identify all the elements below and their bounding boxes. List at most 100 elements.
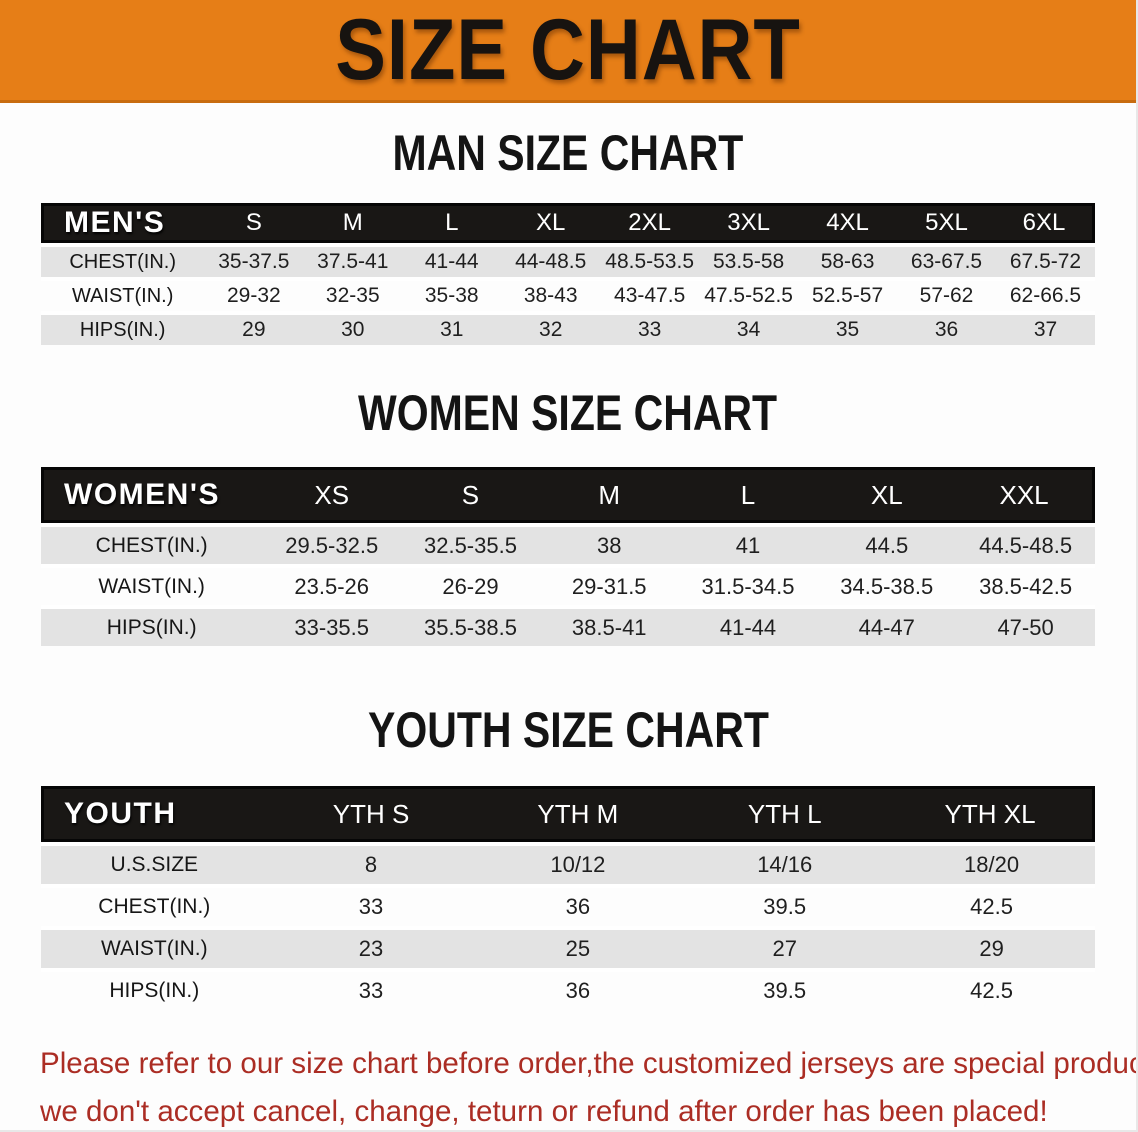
size-column-header: L	[402, 203, 502, 243]
measurement-row-label: HIPS(IN.)	[41, 968, 268, 1010]
size-value-cell: 38.5-41	[539, 605, 679, 646]
size-column-header: 3XL	[699, 203, 799, 243]
men-size-section: MAN SIZE CHART MEN'S S M L XL 2XL 3XL 4XL 5XL 6XL…	[0, 127, 1136, 345]
measurement-row-label: CHEST(IN.)	[41, 523, 263, 564]
size-column-header: S	[401, 467, 540, 523]
size-value-cell: 47.5-52.5	[699, 277, 799, 311]
size-column-header: XS	[262, 467, 402, 523]
table-row: WAIST(IN.) 23 25 27 29	[41, 926, 1095, 968]
size-value-cell: 44-48.5	[501, 243, 601, 277]
size-value-cell: 29	[888, 926, 1095, 968]
measurement-row-label: WAIST(IN.)	[41, 926, 268, 968]
size-value-cell: 52.5-57	[798, 277, 898, 311]
size-column-header: M	[303, 203, 403, 243]
table-header-row: YOUTH YTH S YTH M YTH L YTH XL	[41, 786, 1095, 842]
size-value-cell: 57-62	[897, 277, 996, 311]
size-value-cell: 32.5-35.5	[401, 523, 540, 564]
measurement-row-label: WAIST(IN.)	[41, 277, 205, 311]
size-value-cell: 23	[267, 926, 475, 968]
size-value-cell: 30	[303, 311, 403, 345]
size-column-header: 6XL	[995, 203, 1095, 243]
size-value-cell: 41-44	[402, 243, 502, 277]
size-value-cell: 14/16	[681, 842, 889, 884]
size-column-header: YTH S	[267, 786, 475, 842]
size-value-cell: 10/12	[474, 842, 682, 884]
size-value-cell: 41-44	[678, 605, 818, 646]
size-column-header: 2XL	[600, 203, 700, 243]
size-value-cell: 53.5-58	[699, 243, 799, 277]
size-value-cell: 34.5-38.5	[817, 564, 957, 605]
size-column-header: 4XL	[798, 203, 898, 243]
size-value-cell: 32-35	[303, 277, 403, 311]
table-row: HIPS(IN.) 29 30 31 32 33 34 35 36 37	[41, 311, 1095, 345]
measurement-row-label: CHEST(IN.)	[41, 884, 268, 926]
size-value-cell: 29	[204, 311, 304, 345]
size-value-cell: 33	[600, 311, 700, 345]
size-value-cell: 38	[539, 523, 679, 564]
table-row: WAIST(IN.) 23.5-26 26-29 29-31.5 31.5-34.5 34…	[41, 564, 1095, 605]
size-value-cell: 29.5-32.5	[262, 523, 402, 564]
size-column-header: YTH L	[681, 786, 889, 842]
banner: SIZE CHART	[0, 0, 1136, 103]
table-corner-label: YOUTH	[41, 786, 268, 842]
size-value-cell: 37	[995, 311, 1095, 345]
size-column-header: YTH M	[474, 786, 682, 842]
size-value-cell: 35-37.5	[204, 243, 304, 277]
size-value-cell: 33-35.5	[262, 605, 402, 646]
table-header-row: WOMEN'S XS S M L XL XXL	[41, 467, 1095, 523]
size-value-cell: 27	[681, 926, 889, 968]
size-value-cell: 35-38	[402, 277, 502, 311]
size-column-header: YTH XL	[888, 786, 1095, 842]
size-value-cell: 38.5-42.5	[956, 564, 1095, 605]
measurement-row-label: HIPS(IN.)	[41, 311, 205, 345]
size-value-cell: 36	[474, 968, 682, 1010]
size-value-cell: 33	[267, 968, 475, 1010]
men-size-table: MEN'S S M L XL 2XL 3XL 4XL 5XL 6XL CHEST(IN.) 35-3…	[41, 203, 1095, 345]
size-value-cell: 23.5-26	[262, 564, 402, 605]
size-column-header: M	[539, 467, 679, 523]
women-section-heading: WOMEN SIZE CHART	[358, 385, 778, 441]
size-value-cell: 41	[678, 523, 818, 564]
size-value-cell: 25	[474, 926, 682, 968]
size-value-cell: 37.5-41	[303, 243, 403, 277]
size-value-cell: 39.5	[681, 884, 889, 926]
size-column-header: S	[204, 203, 304, 243]
size-value-cell: 47-50	[956, 605, 1095, 646]
size-value-cell: 32	[501, 311, 601, 345]
size-column-header: XXL	[956, 467, 1095, 523]
size-value-cell: 63-67.5	[897, 243, 996, 277]
order-policy-line-1: Please refer to our size chart before or…	[40, 1047, 1138, 1080]
size-value-cell: 18/20	[888, 842, 1095, 884]
youth-size-table: YOUTH YTH S YTH M YTH L YTH XL U.S.SIZE 8 10/1…	[41, 786, 1095, 1010]
size-value-cell: 33	[267, 884, 475, 926]
table-corner-label: MEN'S	[41, 203, 205, 243]
table-corner-label: WOMEN'S	[41, 467, 263, 523]
size-value-cell: 44.5	[817, 523, 957, 564]
size-value-cell: 26-29	[401, 564, 540, 605]
size-value-cell: 42.5	[888, 968, 1095, 1010]
table-header-row: MEN'S S M L XL 2XL 3XL 4XL 5XL 6XL	[41, 203, 1095, 243]
size-value-cell: 31	[402, 311, 502, 345]
size-value-cell: 31.5-34.5	[678, 564, 818, 605]
size-column-header: XL	[501, 203, 601, 243]
size-value-cell: 38-43	[501, 277, 601, 311]
youth-section-heading: YOUTH SIZE CHART	[367, 702, 769, 758]
page-title: SIZE CHART	[335, 1, 801, 98]
table-row: CHEST(IN.) 35-37.5 37.5-41 41-44 44-48.5 48.5…	[41, 243, 1095, 277]
size-value-cell: 8	[267, 842, 475, 884]
measurement-row-label: U.S.SIZE	[41, 842, 268, 884]
table-row: CHEST(IN.) 33 36 39.5 42.5	[41, 884, 1095, 926]
size-value-cell: 29-32	[204, 277, 304, 311]
order-policy-line-2: we don't accept cancel, change, teturn o…	[40, 1095, 1048, 1128]
size-value-cell: 43-47.5	[600, 277, 700, 311]
table-row: HIPS(IN.) 33 36 39.5 42.5	[41, 968, 1095, 1010]
size-value-cell: 35	[798, 311, 898, 345]
table-row: WAIST(IN.) 29-32 32-35 35-38 38-43 43-47.5 47.…	[41, 277, 1095, 311]
size-value-cell: 36	[474, 884, 682, 926]
measurement-row-label: WAIST(IN.)	[41, 564, 263, 605]
size-value-cell: 39.5	[681, 968, 889, 1010]
size-value-cell: 62-66.5	[995, 277, 1095, 311]
size-column-header: 5XL	[897, 203, 996, 243]
size-value-cell: 34	[699, 311, 799, 345]
